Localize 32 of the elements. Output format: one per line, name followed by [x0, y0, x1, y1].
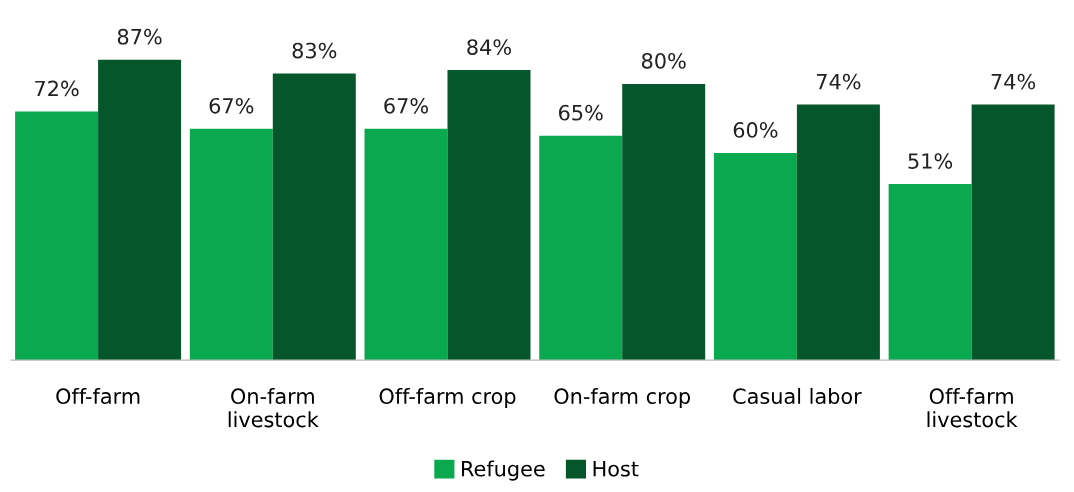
- bar: [15, 111, 99, 361]
- x-tick-label: Off-farm: [56, 387, 140, 405]
- x-tick-label: Casual labor: [733, 387, 862, 405]
- bar: [98, 59, 182, 361]
- legend-label: Refugee: [462, 460, 545, 481]
- data-label: 84%: [467, 39, 511, 55]
- bar: [971, 104, 1055, 361]
- bar: [189, 128, 273, 361]
- bar: [272, 73, 356, 361]
- bar: [713, 152, 797, 361]
- data-label: 74%: [991, 73, 1036, 90]
- x-tick-label: On-farm crop: [554, 387, 690, 409]
- data-label: 67%: [209, 97, 254, 114]
- bar: [447, 70, 531, 361]
- data-label: 67%: [384, 97, 429, 114]
- bar: [888, 184, 972, 361]
- legend-label: Host: [593, 461, 639, 477]
- bar: [622, 83, 706, 361]
- x-tick-label: Off-farm livestock: [927, 387, 1018, 428]
- x-tick-label: On-farm livestock: [228, 387, 319, 428]
- data-label: 87%: [117, 28, 162, 45]
- data-label: 60%: [733, 122, 778, 138]
- x-tick-label: Off-farm crop: [379, 387, 516, 409]
- data-label: 74%: [816, 73, 861, 90]
- data-label: 83%: [292, 42, 337, 59]
- bar: [364, 128, 448, 361]
- bar: [796, 104, 880, 361]
- data-label: 65%: [559, 104, 603, 121]
- bar: [539, 135, 623, 361]
- data-label: 72%: [35, 80, 79, 97]
- data-label: 51%: [908, 153, 953, 169]
- data-label: 80%: [641, 52, 686, 69]
